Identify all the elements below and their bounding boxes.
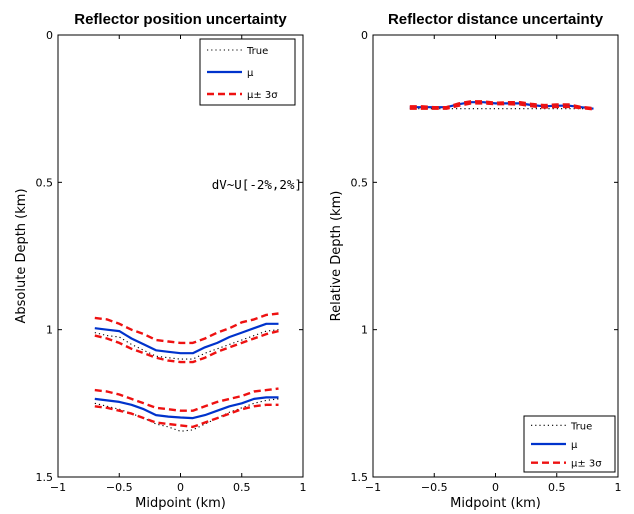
chart-title: Reflector distance uncertainty (388, 11, 604, 28)
x-tick-label: 1 (615, 481, 622, 494)
legend: True μ μ± 3σ (523, 415, 616, 473)
y-tick-label: 0 (46, 29, 53, 42)
x-tick-label: 0.5 (548, 481, 566, 494)
x-tick-label: 0.5 (233, 481, 251, 494)
y-tick-label: 0.5 (36, 176, 54, 189)
y-axis-label: Absolute Depth (km) (14, 188, 29, 323)
x-axis-label: Midpoint (km) (450, 496, 541, 511)
x-tick-label: 0 (492, 481, 499, 494)
series-line-mu (94, 322, 279, 355)
y-tick-label: 1.5 (351, 471, 369, 484)
legend: True μ μ± 3σ (199, 38, 296, 106)
x-tick-label: −0.5 (421, 481, 448, 494)
y-tick-label: 1.5 (36, 471, 54, 484)
plot-area (372, 34, 619, 478)
legend-label: μ (571, 440, 578, 451)
x-tick-label: −0.5 (106, 481, 133, 494)
y-tick-label: 0.5 (351, 176, 369, 189)
legend-label: True (570, 421, 592, 432)
series-line-true (94, 398, 279, 432)
chart-title: Reflector position uncertainty (74, 11, 287, 28)
x-tick-label: 1 (300, 481, 307, 494)
chart-panel-1: −1 −0.5 0 0.5 1 0 0.5 1 1.5 Reflector position un… (14, 11, 307, 511)
y-axis-label: Relative Depth (km) (329, 191, 344, 322)
series-line-band (409, 100, 594, 110)
y-tick-label: 1 (46, 324, 53, 337)
legend-label: μ± 3σ (247, 90, 278, 101)
series-line-mu (94, 396, 279, 420)
series-line-band (94, 387, 279, 412)
legend-label: True (246, 46, 268, 57)
legend-label: μ (247, 68, 254, 79)
x-tick-label: −1 (365, 481, 381, 494)
x-tick-label: 0 (177, 481, 184, 494)
series-line-band (94, 403, 279, 429)
annotation-text: dV~U[-2%,2%] (212, 177, 302, 192)
series-line-true (94, 329, 279, 360)
series-line-band (94, 329, 279, 364)
x-tick-label: −1 (50, 481, 66, 494)
x-axis-label: Midpoint (km) (135, 496, 226, 511)
y-tick-label: 0 (361, 29, 368, 42)
legend-label: μ± 3σ (571, 459, 602, 470)
y-tick-label: 1 (361, 324, 368, 337)
series-line-band (409, 102, 594, 111)
chart-panel-2: −1 −0.5 0 0.5 1 0 0.5 1 1.5 Reflector distance un… (329, 11, 622, 511)
